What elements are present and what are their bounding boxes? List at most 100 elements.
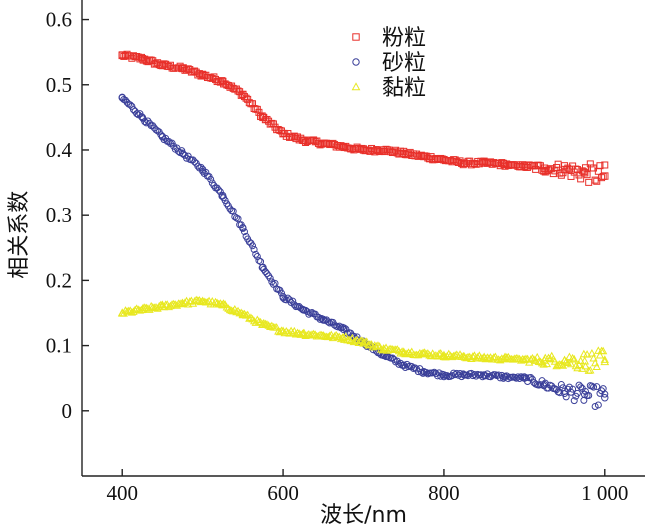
curve-marker [536, 357, 545, 366]
curve-marker [269, 280, 277, 288]
curve-marker [578, 364, 587, 372]
curve-marker [529, 355, 539, 363]
curve-marker [569, 385, 577, 393]
curve-marker [266, 274, 274, 282]
data-point [580, 169, 589, 177]
data-point [600, 357, 610, 366]
curve-marker [283, 328, 293, 336]
curve-marker [468, 352, 478, 360]
curve-marker [147, 301, 156, 310]
curve-marker [166, 301, 175, 310]
x-axis-ticks: 400 600 800 1 000 [106, 469, 628, 505]
curve-marker [216, 188, 224, 196]
curve-marker [340, 324, 348, 332]
curve-marker [141, 118, 149, 126]
curve-marker [354, 338, 363, 347]
curve-marker [127, 308, 137, 316]
curve-marker [171, 300, 180, 308]
curve-marker [564, 164, 572, 172]
curve-marker [576, 356, 585, 364]
x-tick-label: 1 000 [581, 481, 628, 505]
curve-marker [239, 224, 247, 232]
curve-marker [249, 316, 259, 325]
curve-marker [277, 289, 285, 297]
curve-marker [241, 311, 251, 319]
curve-marker [317, 330, 326, 339]
curve-marker [568, 353, 577, 362]
curve-marker [533, 352, 542, 361]
curve-marker [562, 393, 570, 401]
curve-marker [574, 360, 584, 368]
legend-marker-circle [352, 58, 360, 66]
curve-marker [240, 228, 248, 236]
curve-marker [565, 352, 574, 361]
curve-marker [325, 331, 334, 340]
curve-marker [383, 346, 392, 354]
curve-marker [199, 167, 207, 175]
curve-marker [459, 351, 468, 360]
curve-marker [435, 369, 443, 377]
curve-marker [527, 374, 535, 382]
legend-item: 黏粒 [351, 76, 426, 101]
legend-label: 砂粒 [382, 51, 426, 76]
curve-marker [497, 354, 506, 362]
curve-marker [488, 354, 497, 363]
curve-marker [293, 328, 302, 337]
curve-marker [227, 306, 236, 314]
series-square [118, 50, 609, 186]
curve-marker [504, 352, 513, 361]
curve-marker [425, 350, 434, 359]
curve-marker [378, 345, 387, 354]
curve-marker [577, 175, 585, 183]
curve-marker [449, 351, 458, 360]
curve-marker [253, 315, 262, 324]
curve-marker [254, 317, 264, 325]
curve-marker [248, 314, 257, 323]
curve-marker [451, 371, 459, 379]
curve-marker [593, 177, 601, 185]
curve-marker [580, 396, 588, 404]
curve-marker [528, 375, 536, 383]
legend-label: 粉粒 [382, 26, 426, 51]
y-axis-title: 相关系数 [7, 191, 32, 279]
curve-marker [494, 355, 503, 363]
y-tick-label: 0.3 [46, 203, 72, 227]
curve-marker [477, 371, 485, 379]
curve-marker [359, 339, 368, 347]
curve-marker [301, 331, 310, 339]
legend-item: 粉粒 [352, 26, 426, 51]
curve-marker [583, 171, 591, 179]
x-tick-label: 600 [267, 481, 299, 505]
curve-marker [332, 330, 341, 339]
curve-marker [308, 309, 316, 317]
x-tick-label: 400 [106, 481, 138, 505]
curve-marker [504, 375, 512, 383]
curve-marker [282, 326, 291, 335]
curve-marker [444, 349, 453, 358]
curve-marker [249, 242, 257, 250]
curve-marker [267, 321, 276, 330]
curve-marker [324, 318, 332, 326]
curve-marker [593, 383, 601, 391]
curve-marker [250, 246, 258, 254]
y-tick-label: 0.1 [46, 334, 72, 358]
curve-marker [311, 330, 320, 338]
curve-marker [132, 304, 141, 312]
legend-label: 黏粒 [382, 76, 426, 101]
curve-marker [252, 250, 260, 258]
curve-marker [253, 252, 261, 260]
y-axis-ticks: 0 0.1 0.2 0.3 0.4 0.5 0.6 [46, 8, 89, 423]
curve-marker [194, 162, 202, 170]
curve-marker [289, 297, 297, 305]
curve-marker [395, 360, 403, 368]
legend-item: 砂粒 [352, 51, 426, 76]
curve-marker [586, 366, 595, 374]
curve-marker [178, 147, 186, 155]
legend-marker-square [352, 33, 360, 41]
curve-marker [197, 163, 205, 171]
y-tick-label: 0.5 [46, 73, 72, 97]
curve-marker [592, 362, 601, 371]
curve-marker [599, 172, 607, 180]
curve-marker [309, 329, 318, 338]
